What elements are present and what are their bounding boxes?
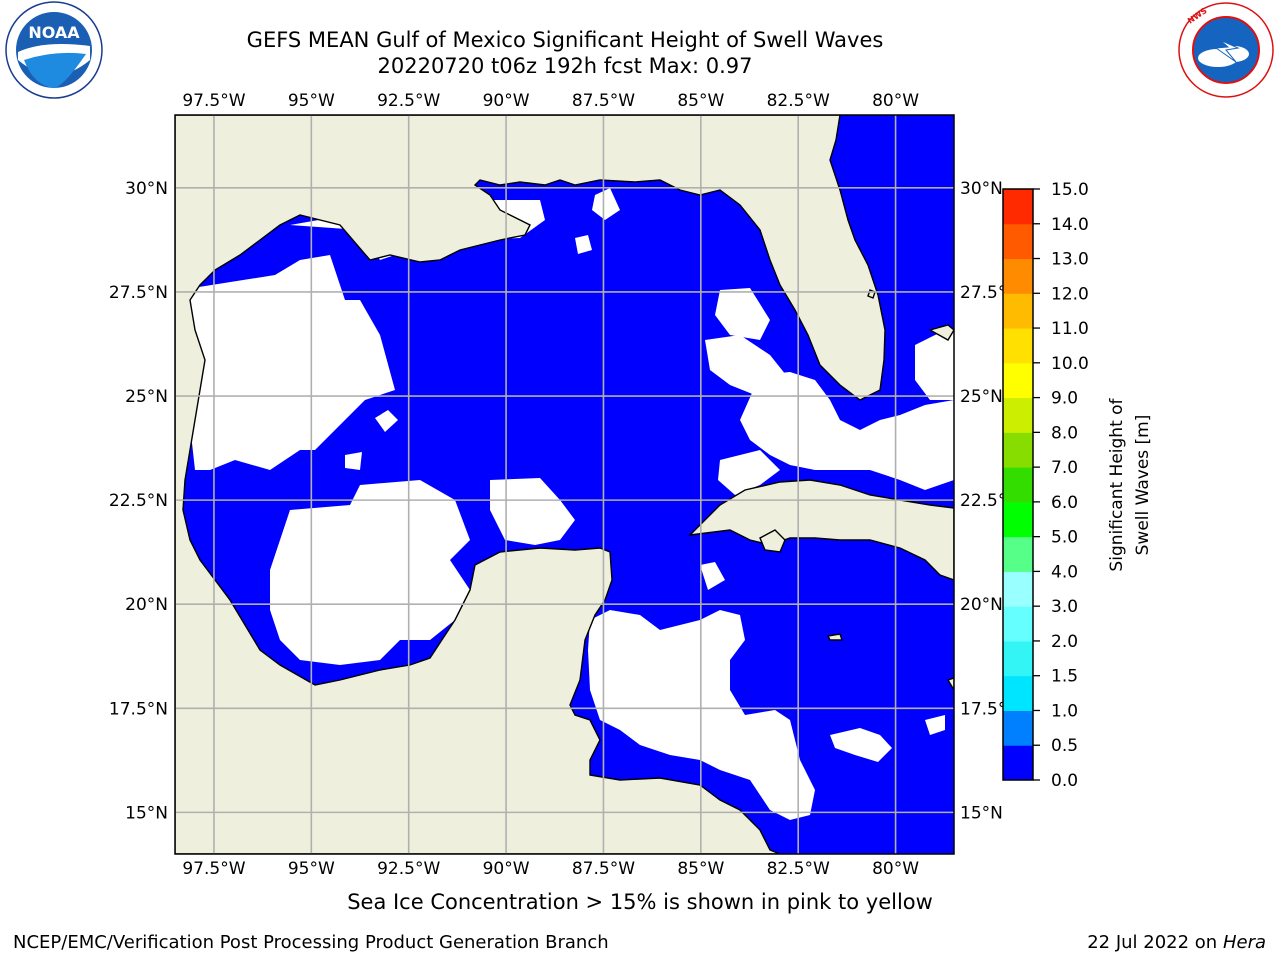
lon-tick-label-bottom: 85°W [677,859,724,879]
colorbar-segment [1003,189,1033,225]
map-frame [174,114,955,855]
isle-of-youth [759,529,786,553]
colorbar-tick-label: 13.0 [1051,250,1089,270]
colorbar-segment [1003,467,1033,503]
lat-tick-label-left: 17.5°N [109,699,168,719]
nws-logo: NWS [1178,2,1274,98]
colorbar-tick-label: 3.0 [1051,597,1078,617]
lon-tick-label-top: 80°W [872,91,919,111]
colorbar-tick-label: 5.0 [1051,528,1078,548]
lon-tick-label-top: 90°W [483,91,530,111]
colorbar-segment [1003,223,1033,260]
lat-tick-label-right: 30°N [960,179,1003,199]
lat-tick-label-left: 30°N [125,179,168,199]
colorbar-segment [1003,501,1033,538]
colorbar-tick-label: 12.0 [1051,284,1089,304]
lat-tick-label-left: 25°N [125,387,168,407]
colorbar-frame [1002,188,1034,781]
colorbar-tick-label: 10.0 [1051,354,1089,374]
footer-date-text: 22 Jul 2022 on [1087,932,1223,953]
lat-tick-label-left: 20°N [125,595,168,615]
colorbar-segment [1003,328,1033,364]
colorbar-tick-label: 2.0 [1051,632,1078,652]
colorbar-segment [1003,397,1033,433]
lat-tick-label-left: 22.5°N [109,491,168,511]
lon-tick-label-bottom: 87.5°W [572,859,635,879]
graticule [175,115,954,854]
colorbar-tick-label: 0.0 [1051,771,1078,791]
lon-tick-label-bottom: 95°W [288,859,335,879]
lat-tick-label-right: 15°N [960,803,1003,823]
lon-tick-label-bottom: 82.5°W [767,859,830,879]
map-title: GEFS MEAN Gulf of Mexico Significant Hei… [246,28,884,52]
colorbar-segment [1003,640,1033,677]
footer-branch: NCEP/EMC/Verification Post Processing Pr… [13,932,609,953]
colorbar-tick-label: 9.0 [1051,389,1078,409]
colorbar-tick-label: 11.0 [1051,319,1089,339]
colorbar-tick-label: 15.0 [1051,180,1089,200]
lon-tick-label-top: 85°W [677,91,724,111]
land-masses [175,115,954,854]
colorbar-tick-label: 8.0 [1051,423,1078,443]
lon-tick-label-top: 82.5°W [767,91,830,111]
colorbar: 0.0 0.5 1.0 1.5 2.0 3.0 4.0 5.0 6.0 7.0 8.0 9.0 10.0… [1002,180,1089,791]
lat-tick-label-left: 15°N [125,803,168,823]
colorbar-label-line1: Significant Height of [1107,397,1127,571]
lon-tick-label-top: 97.5°W [182,91,245,111]
colorbar-segment [1003,293,1033,329]
colorbar-segment [1003,536,1033,572]
colorbar-tick-label: 1.0 [1051,701,1078,721]
colorbar-segment [1003,258,1033,294]
colorbar-segment [1003,745,1033,781]
colorbar-segment [1003,606,1033,642]
lon-tick-label-top: 92.5°W [377,91,440,111]
map-tick-labels: 97.5°W 97.5°W 95°W 95°W 92.5°W 92.5°W 90°W 90°W… [109,91,1019,879]
colorbar-segment [1003,675,1033,711]
sea-ice-note: Sea Ice Concentration > 15% is shown in … [347,890,933,914]
lon-tick-label-bottom: 90°W [483,859,530,879]
map-subtitle: 20220720 t06z 192h fcst Max: 0.97 [377,54,753,78]
footer-date: 22 Jul 2022 on Hera [1087,932,1266,953]
colorbar-tick-label: 0.5 [1051,736,1078,756]
noaa-logo-text: NOAA [28,23,80,42]
colorbar-tick-label: 7.0 [1051,458,1078,478]
colorbar-tick-label: 6.0 [1051,493,1078,513]
lat-tick-label-left: 27.5°N [109,283,168,303]
noaa-logo: NOAA [5,1,103,99]
lon-tick-label-top: 95°W [288,91,335,111]
lon-tick-label-bottom: 97.5°W [182,859,245,879]
colorbar-tick-label: 4.0 [1051,562,1078,582]
lon-tick-label-bottom: 92.5°W [377,859,440,879]
lon-tick-label-top: 87.5°W [572,91,635,111]
lon-tick-label-bottom: 80°W [872,859,919,879]
footer-host: Hera [1222,932,1266,953]
colorbar-segment [1003,710,1033,746]
colorbar-segment [1003,571,1033,607]
colorbar-segment [1003,362,1033,399]
colorbar-tick-label: 1.5 [1051,667,1078,687]
colorbar-label-line2: Swell Waves [m] [1133,415,1153,556]
colorbar-tick-label: 14.0 [1051,215,1089,235]
lat-tick-label-right: 20°N [960,595,1003,615]
colorbar-segment [1003,432,1033,468]
lat-tick-label-right: 25°N [960,387,1003,407]
